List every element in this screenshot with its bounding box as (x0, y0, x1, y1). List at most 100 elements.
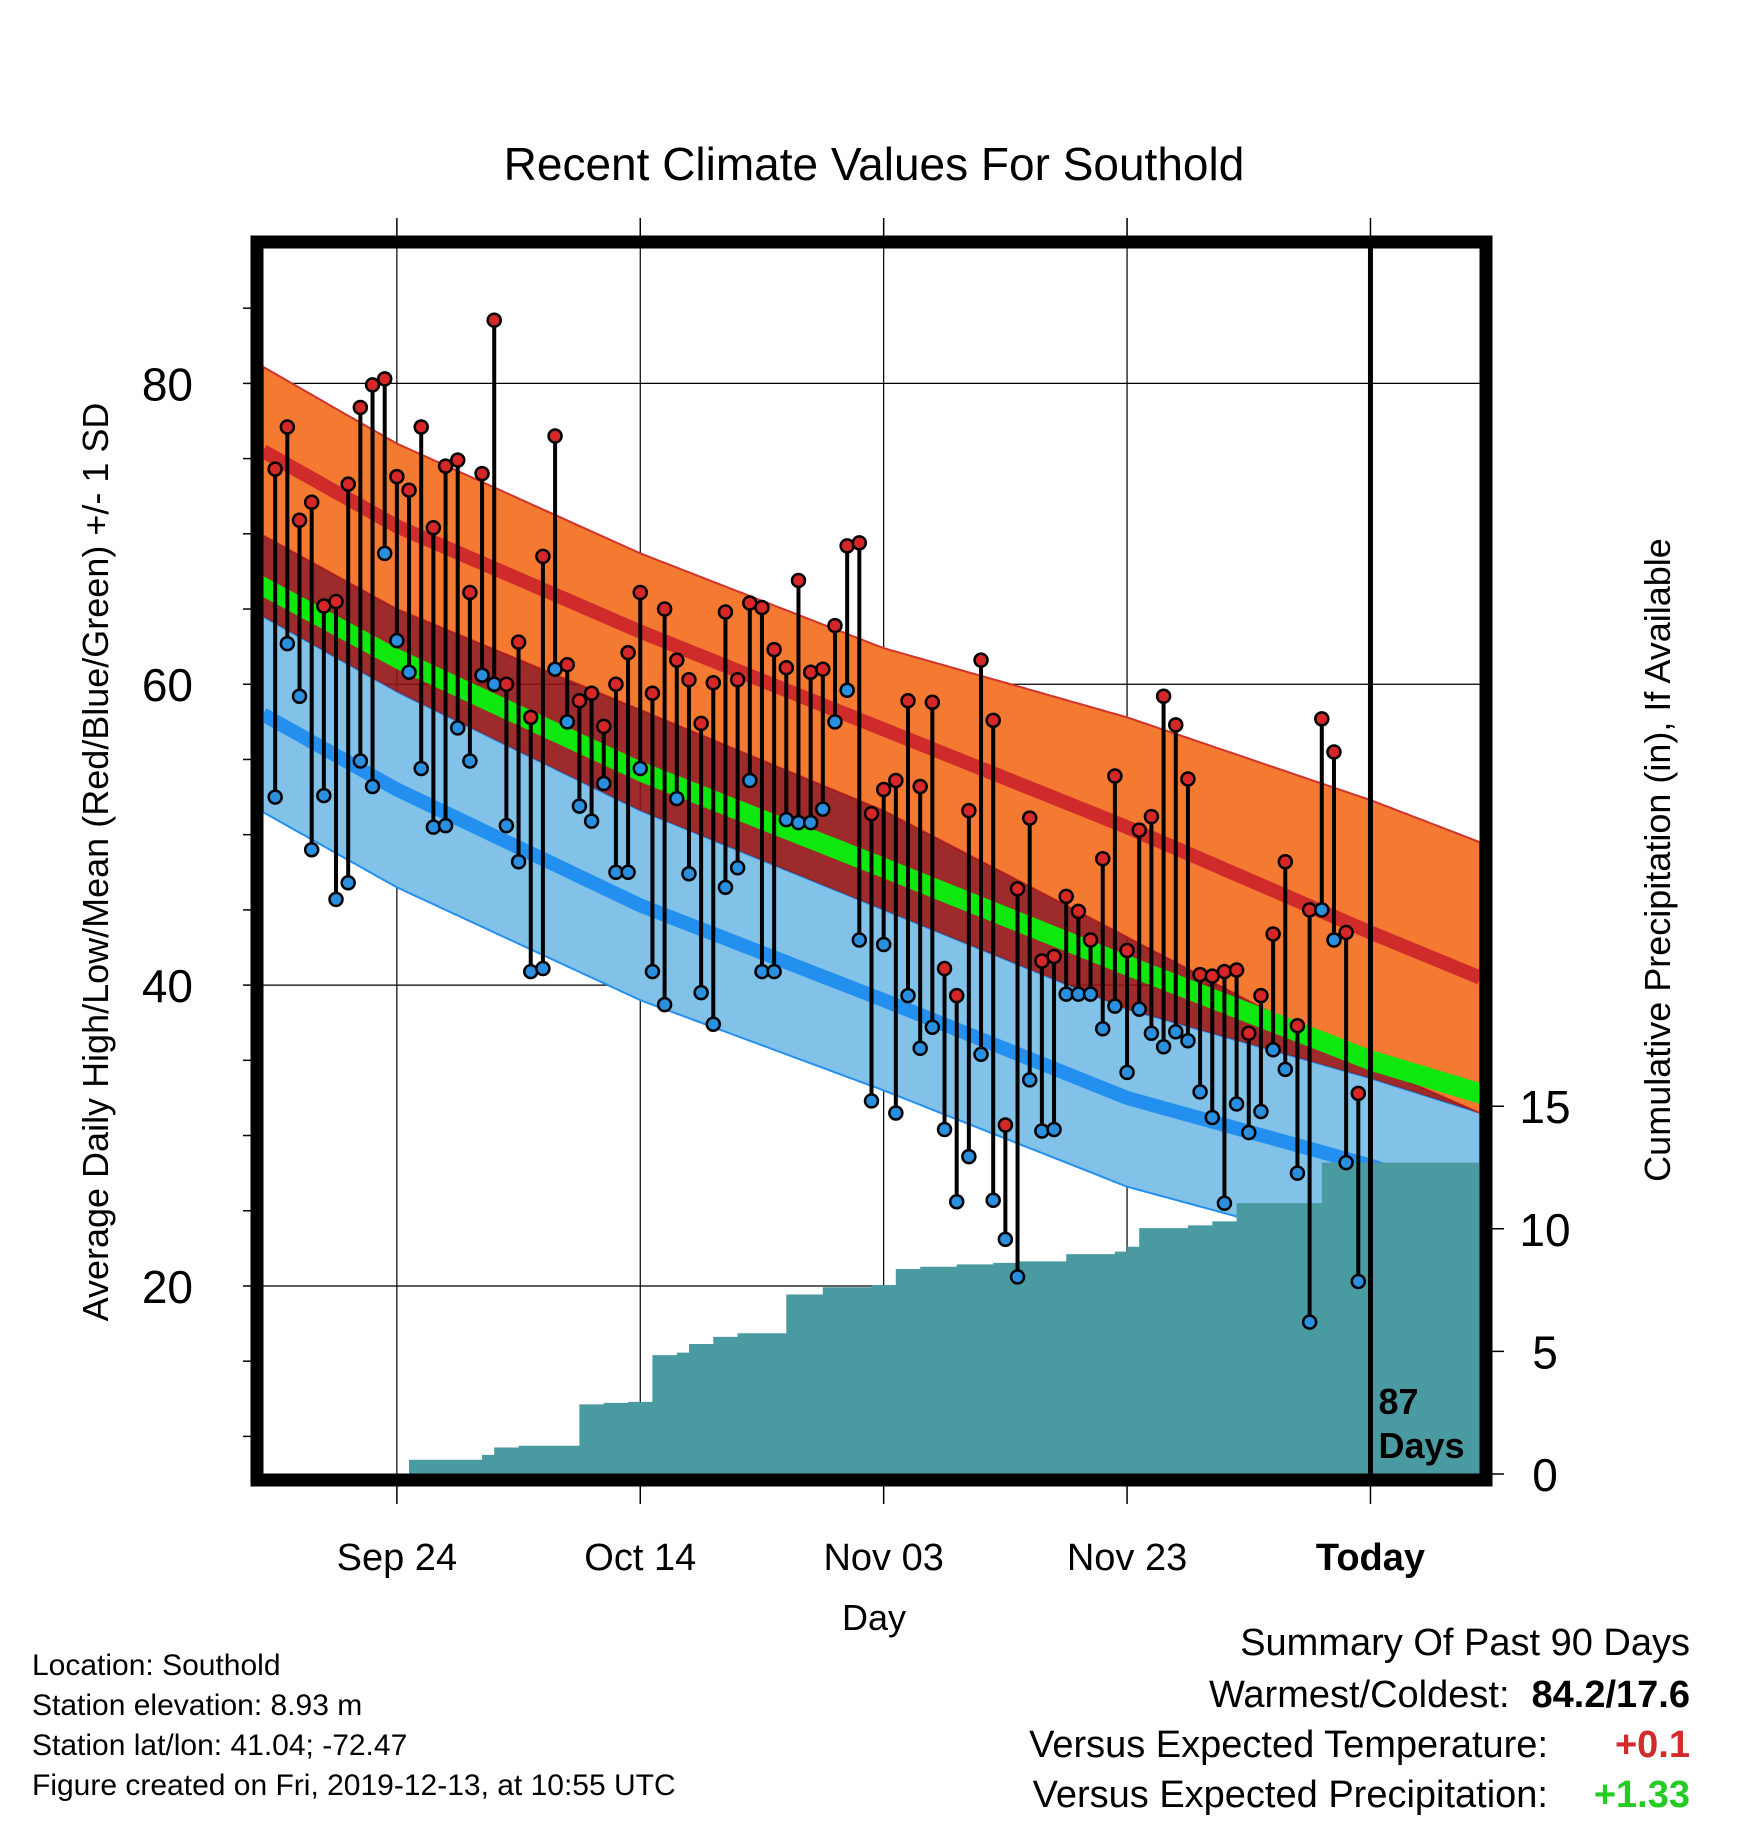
high-point (900, 693, 916, 709)
high-point (462, 584, 478, 601)
summary-warmest-coldest: Warmest/Coldest: 84.2/17.6 (1209, 1674, 1690, 1717)
high-point (437, 458, 454, 474)
low-point (1326, 932, 1342, 948)
y-tick-label: 40 (142, 960, 193, 1012)
low-point (900, 987, 916, 1004)
high-point (802, 664, 819, 680)
low-point (1180, 1033, 1196, 1049)
low-point (1216, 1195, 1233, 1211)
low-point (1228, 1096, 1245, 1112)
high-point (474, 465, 490, 482)
high-point (1326, 744, 1342, 760)
low-point (425, 819, 442, 835)
high-point (376, 371, 393, 387)
high-point (1228, 962, 1245, 978)
low-point (413, 760, 429, 777)
low-point (936, 1121, 953, 1138)
y2-tick-label: 5 (1532, 1326, 1558, 1378)
high-point (681, 671, 697, 688)
high-point (766, 641, 782, 658)
low-point (352, 753, 369, 769)
x-tick-label: Nov 23 (1067, 1537, 1187, 1579)
high-point (401, 482, 417, 498)
temperature-value: +0.1 (1614, 1724, 1690, 1766)
low-point (827, 714, 843, 730)
low-point (1094, 1020, 1111, 1037)
low-point (1289, 1165, 1306, 1181)
high-point (267, 461, 283, 477)
high-point (973, 652, 989, 668)
low-point (656, 996, 673, 1013)
high-point (632, 584, 649, 601)
y-tick-label: 20 (142, 1261, 193, 1313)
created-text: Figure created on Fri, 2019-12-13, at 10… (32, 1769, 676, 1802)
high-point (863, 805, 880, 822)
low-point (632, 760, 649, 777)
low-point (376, 545, 393, 562)
high-point (1314, 711, 1330, 727)
low-point (303, 841, 320, 858)
y2-axis-label: Cumulative Precipitation (in), If Availa… (1637, 538, 1678, 1182)
low-point (437, 817, 454, 834)
y2-tick-label: 0 (1532, 1449, 1558, 1501)
summary-temperature: Versus Expected Temperature: +0.1 (1029, 1724, 1690, 1767)
precipitation-value: +1.33 (1593, 1774, 1690, 1816)
low-point (1143, 1025, 1160, 1041)
high-point (608, 676, 624, 692)
low-point (559, 714, 575, 730)
high-point (924, 694, 941, 711)
y-tick-label: 60 (142, 659, 193, 711)
high-point (279, 419, 296, 435)
low-point (948, 1193, 965, 1210)
high-point (1289, 1017, 1306, 1034)
high-point (985, 712, 1001, 729)
high-point (1155, 688, 1172, 705)
temperature-label: Versus Expected Temperature: (1029, 1724, 1548, 1766)
low-point (522, 963, 539, 980)
low-point (863, 1093, 880, 1109)
high-point (510, 634, 527, 650)
high-point (1119, 942, 1135, 959)
high-point (620, 644, 636, 661)
low-point (498, 817, 515, 834)
low-point (875, 936, 892, 953)
low-point (1155, 1039, 1172, 1055)
high-point (425, 520, 442, 536)
low-point (742, 772, 758, 789)
x-axis-label: Day (842, 1597, 906, 1638)
low-point (1301, 1314, 1318, 1330)
low-point (888, 1105, 904, 1121)
low-point (462, 753, 478, 769)
high-point (729, 671, 746, 688)
x-tick-label: Sep 24 (337, 1537, 457, 1579)
high-point (1082, 932, 1099, 948)
high-point (1253, 987, 1269, 1004)
low-point (340, 875, 356, 891)
low-point (839, 682, 855, 699)
low-point (1338, 1154, 1354, 1171)
precipitation-area (275, 1162, 1480, 1474)
high-point (778, 659, 795, 676)
high-point (1143, 808, 1160, 825)
high-point (1070, 903, 1087, 920)
low-point (1168, 1023, 1184, 1040)
high-point (656, 601, 673, 617)
low-point (729, 860, 746, 876)
high-point (1046, 948, 1062, 965)
warmest-coldest-value: 84.2/17.6 (1531, 1674, 1690, 1716)
low-point (1314, 902, 1330, 918)
x-tick-label: Oct 14 (584, 1537, 696, 1579)
low-point (912, 1040, 928, 1057)
high-point (498, 676, 515, 692)
high-point (449, 452, 466, 468)
today-days-number: 87 (1378, 1381, 1418, 1422)
high-point (1131, 822, 1147, 838)
today-days-label: Days (1378, 1425, 1464, 1466)
low-point (291, 688, 308, 705)
high-point (851, 535, 868, 551)
low-point (1265, 1042, 1281, 1058)
low-point (766, 963, 782, 980)
low-point (1277, 1061, 1294, 1078)
low-point (583, 813, 600, 829)
